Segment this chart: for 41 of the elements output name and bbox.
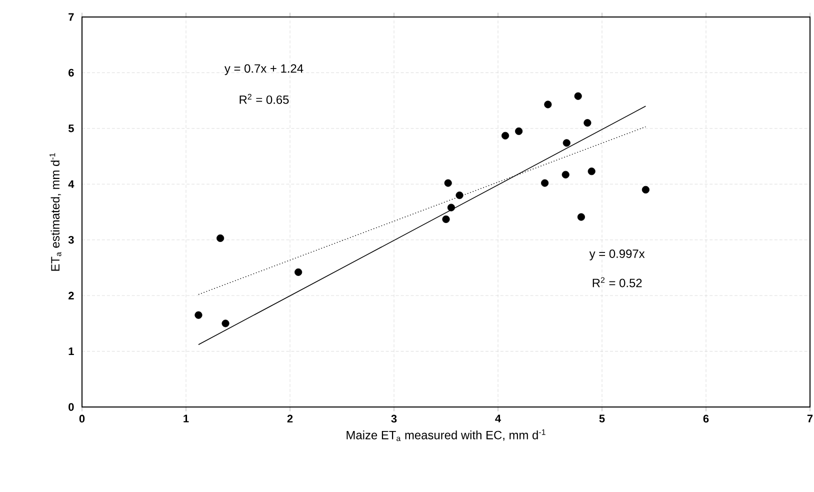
y-tick-label: 6: [68, 68, 74, 77]
y-tick-label: 5: [68, 124, 74, 132]
point: [584, 119, 592, 127]
x-tick-label: 0: [79, 414, 85, 423]
point: [444, 179, 452, 187]
x-tick-label: 1: [184, 414, 189, 422]
annotation: R$^{2}$ = 0.52: [592, 277, 642, 288]
point: [541, 179, 549, 187]
x-axis-title: Maize ET$_{a}$ measured with EC, mm d$^{-1}$: [346, 429, 546, 442]
point: [588, 168, 596, 176]
point: [574, 92, 582, 100]
x-tick-label: 2: [287, 414, 293, 422]
point: [447, 204, 455, 212]
point: [456, 192, 464, 200]
point: [442, 215, 450, 224]
annotation: R$^{2}$ = 0.65: [240, 94, 289, 104]
point: [642, 186, 650, 194]
point: [222, 320, 230, 328]
y-tick-label: 3: [68, 236, 74, 244]
point: [562, 170, 570, 178]
point: [577, 213, 585, 221]
point: [194, 311, 202, 319]
annotation: y = 0.7x + 1.24: [224, 64, 304, 76]
y-axis-title: ET$_{a}$ estimated, mm d$^{-1}$: [50, 153, 62, 271]
x-tick-label: 6: [703, 414, 709, 423]
y-tick-label: 2: [68, 292, 74, 300]
x-tick-label: 3: [391, 414, 397, 423]
point: [562, 139, 570, 147]
annotation: y = 0.997x: [589, 249, 645, 260]
y-tick-label: 7: [68, 13, 74, 21]
point: [502, 132, 510, 140]
point: [216, 234, 224, 242]
x-tick-label: 7: [807, 414, 813, 422]
y-tick-label: 0: [68, 403, 74, 411]
x-tick-label: 5: [599, 414, 605, 422]
point: [294, 268, 302, 276]
x-tick-label: 4: [495, 414, 501, 422]
y-tick-label: 1: [68, 348, 74, 356]
y-tick-label: 4: [68, 180, 74, 188]
point: [544, 100, 552, 108]
point: [515, 127, 523, 136]
